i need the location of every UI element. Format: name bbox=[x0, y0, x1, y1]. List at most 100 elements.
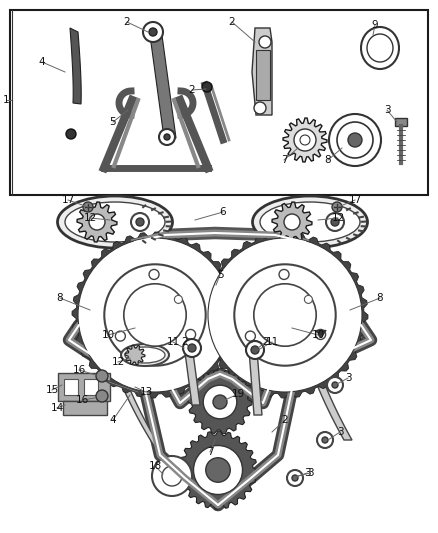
Text: 2: 2 bbox=[182, 337, 188, 347]
Circle shape bbox=[162, 466, 182, 486]
Circle shape bbox=[246, 341, 264, 359]
Text: 3: 3 bbox=[337, 427, 343, 437]
Circle shape bbox=[254, 284, 316, 346]
Text: 12: 12 bbox=[83, 213, 97, 223]
Text: 3: 3 bbox=[345, 373, 351, 383]
Polygon shape bbox=[283, 118, 327, 162]
Circle shape bbox=[104, 264, 206, 366]
Text: 8: 8 bbox=[377, 293, 383, 303]
Text: 8: 8 bbox=[57, 293, 64, 303]
Circle shape bbox=[245, 331, 255, 341]
Circle shape bbox=[254, 102, 266, 114]
Text: 19: 19 bbox=[231, 389, 245, 399]
Circle shape bbox=[234, 264, 336, 366]
Text: 8: 8 bbox=[325, 155, 331, 165]
Text: 10: 10 bbox=[311, 330, 325, 340]
Polygon shape bbox=[103, 379, 144, 395]
Circle shape bbox=[251, 346, 259, 354]
Circle shape bbox=[174, 295, 182, 303]
Bar bbox=[84, 379, 98, 395]
Circle shape bbox=[203, 385, 237, 419]
Circle shape bbox=[206, 458, 230, 482]
Polygon shape bbox=[184, 345, 200, 405]
Polygon shape bbox=[272, 202, 312, 242]
Text: 15: 15 bbox=[46, 385, 59, 395]
Bar bbox=[256, 50, 270, 100]
Text: 11: 11 bbox=[265, 337, 279, 347]
Circle shape bbox=[287, 470, 303, 486]
Circle shape bbox=[152, 456, 192, 496]
Ellipse shape bbox=[260, 202, 360, 242]
Circle shape bbox=[89, 214, 105, 230]
Text: 3: 3 bbox=[307, 468, 313, 478]
Circle shape bbox=[332, 382, 338, 388]
Text: 17: 17 bbox=[348, 195, 362, 205]
Text: 7: 7 bbox=[207, 447, 213, 457]
Polygon shape bbox=[125, 345, 145, 365]
Text: 4: 4 bbox=[39, 57, 45, 67]
Bar bbox=[10, 10, 428, 195]
Text: 2: 2 bbox=[282, 415, 288, 425]
Circle shape bbox=[186, 329, 196, 340]
Bar bbox=[58, 373, 110, 401]
Text: 4: 4 bbox=[110, 415, 117, 425]
Circle shape bbox=[317, 432, 333, 448]
Circle shape bbox=[83, 202, 93, 212]
Polygon shape bbox=[149, 28, 176, 138]
Ellipse shape bbox=[65, 202, 165, 242]
Circle shape bbox=[279, 270, 289, 279]
Circle shape bbox=[300, 135, 310, 145]
Text: 5: 5 bbox=[110, 117, 117, 127]
Circle shape bbox=[149, 270, 159, 279]
Polygon shape bbox=[249, 350, 262, 415]
Circle shape bbox=[96, 370, 108, 382]
Circle shape bbox=[327, 377, 343, 393]
Circle shape bbox=[337, 122, 373, 158]
Polygon shape bbox=[252, 28, 272, 115]
Circle shape bbox=[115, 331, 125, 341]
Circle shape bbox=[284, 214, 300, 230]
Circle shape bbox=[131, 213, 149, 231]
Text: 3: 3 bbox=[304, 468, 310, 478]
Circle shape bbox=[332, 202, 342, 212]
Polygon shape bbox=[306, 355, 352, 440]
Circle shape bbox=[159, 129, 175, 145]
Circle shape bbox=[66, 129, 76, 139]
Circle shape bbox=[96, 390, 108, 402]
Text: 12: 12 bbox=[332, 213, 345, 223]
Text: 2: 2 bbox=[263, 337, 269, 347]
Polygon shape bbox=[72, 232, 238, 398]
Circle shape bbox=[208, 238, 362, 392]
Ellipse shape bbox=[252, 196, 367, 248]
Ellipse shape bbox=[125, 347, 165, 363]
Circle shape bbox=[194, 446, 243, 495]
Text: 18: 18 bbox=[148, 461, 162, 471]
Ellipse shape bbox=[121, 344, 169, 366]
Polygon shape bbox=[70, 28, 81, 104]
Polygon shape bbox=[316, 330, 326, 337]
Circle shape bbox=[292, 475, 298, 481]
Text: 5: 5 bbox=[217, 270, 223, 280]
Text: 1: 1 bbox=[3, 95, 9, 105]
Text: 13: 13 bbox=[139, 387, 152, 397]
Circle shape bbox=[259, 36, 271, 48]
Polygon shape bbox=[77, 202, 117, 242]
Circle shape bbox=[348, 133, 362, 147]
Circle shape bbox=[331, 218, 339, 226]
Text: 10: 10 bbox=[102, 330, 115, 340]
Text: 2: 2 bbox=[189, 85, 195, 95]
Circle shape bbox=[329, 114, 381, 166]
Bar bbox=[64, 379, 78, 395]
Circle shape bbox=[326, 213, 344, 231]
Circle shape bbox=[149, 28, 157, 36]
Text: 16: 16 bbox=[72, 365, 85, 375]
Circle shape bbox=[124, 284, 186, 346]
Text: 2: 2 bbox=[124, 17, 131, 27]
Circle shape bbox=[136, 218, 144, 226]
Circle shape bbox=[164, 134, 170, 140]
Ellipse shape bbox=[367, 34, 393, 62]
Text: 16: 16 bbox=[75, 395, 88, 405]
Circle shape bbox=[294, 129, 316, 151]
Polygon shape bbox=[179, 431, 257, 509]
Circle shape bbox=[202, 82, 212, 92]
